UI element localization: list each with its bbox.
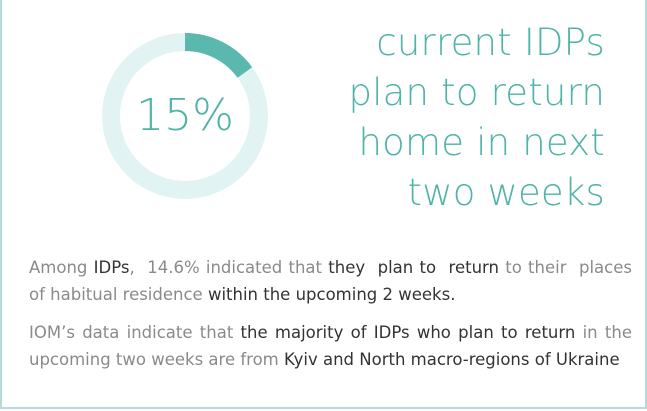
text: Among [29,258,94,277]
paragraphs: Among IDPs, 14.6% indicated that they pl… [29,255,632,385]
heading-line: current IDPs [376,21,605,64]
strong-text: Kyiv and North macro-regions of Ukraine [284,349,620,369]
donut-chart: 15% [102,33,268,199]
paragraph: Among IDPs, 14.6% indicated that they pl… [29,255,632,308]
text: IOM’s data indicate that [29,323,241,342]
strong-text: IDPs [93,258,130,277]
heading: current IDPs plan to return home in next tw… [349,18,606,218]
heading-line: two weeks [407,171,605,214]
text: in the upcoming two weeks are from [29,323,638,369]
heading-line: plan to return [348,71,605,114]
strong-text: within the upcoming 2 weeks. [207,284,456,304]
strong-text: they plan to return [328,258,499,277]
donut-arc [184,33,253,79]
text: to their places of habitual residence [29,258,638,304]
paragraph: IOM’s data indicate that the majority of… [29,320,632,373]
heading-line: home in next [358,121,605,164]
strong-text: the majority of IDPs who plan to return [240,323,576,342]
text: , 14.6% indicated that [129,258,329,277]
donut-label: 15% [136,90,234,141]
